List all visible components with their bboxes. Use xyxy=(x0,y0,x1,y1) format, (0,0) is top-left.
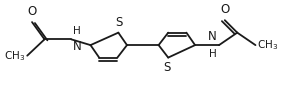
Text: H: H xyxy=(73,26,81,36)
Text: CH$_3$: CH$_3$ xyxy=(4,49,25,63)
Text: S: S xyxy=(164,61,171,74)
Text: H: H xyxy=(209,49,217,59)
Text: N: N xyxy=(73,40,82,53)
Text: S: S xyxy=(116,16,123,29)
Text: O: O xyxy=(27,5,37,18)
Text: O: O xyxy=(220,3,229,16)
Text: N: N xyxy=(208,30,217,43)
Text: CH$_3$: CH$_3$ xyxy=(257,38,279,52)
